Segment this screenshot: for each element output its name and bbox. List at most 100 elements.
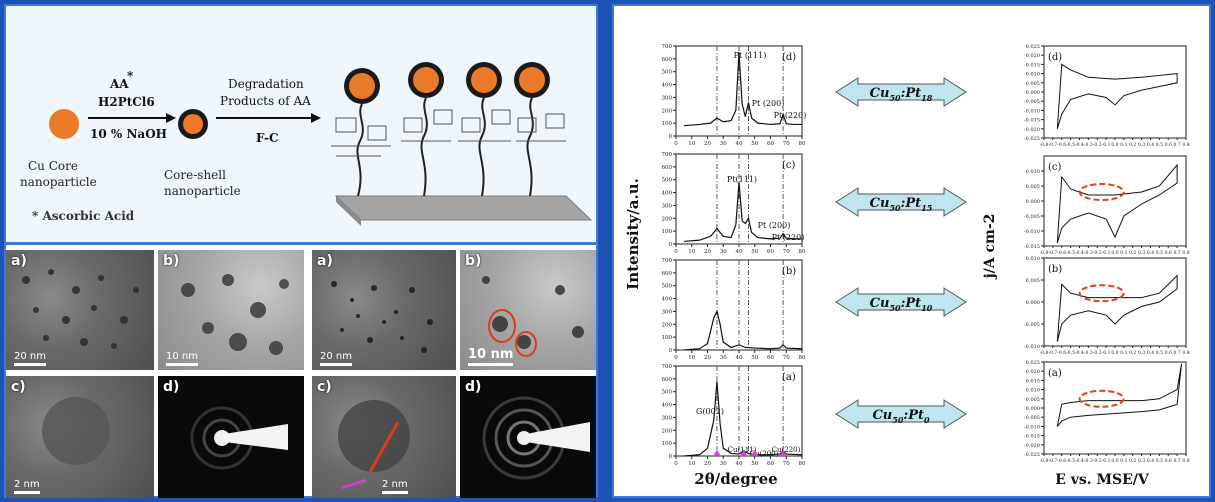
- cv-xtick-label: -0.7: [1049, 458, 1058, 464]
- xrd-ytick-label: 100: [662, 121, 673, 127]
- cv-ytick-label: -0.005: [1024, 322, 1040, 328]
- cv-ylabel: j/A cm-2: [982, 214, 998, 281]
- cv-ytick-label: -0.005: [1024, 99, 1040, 105]
- xrd-xtick-label: 30: [720, 355, 727, 361]
- xrd-ytick-label: 500: [662, 70, 673, 76]
- xrd-ytick-label: 700: [662, 364, 673, 370]
- cv-panel-label: (b): [1048, 264, 1062, 275]
- cv-frame: [1043, 257, 1187, 347]
- xrd-xtick-label: 70: [783, 355, 790, 361]
- xrd-xtick-label: 70: [783, 141, 790, 147]
- xrd-marker: [739, 450, 748, 456]
- xrd-ytick-label: 500: [662, 284, 673, 290]
- cv-xtick-label: -0.6: [1057, 250, 1066, 256]
- label-shell-1: Core-shell: [164, 168, 226, 182]
- tem-left-b-label: b): [163, 253, 180, 269]
- cv-frame: [1043, 45, 1187, 139]
- tem-left-c: c) 2 nm: [6, 376, 154, 498]
- label-shell-2: nanoparticle: [164, 184, 241, 198]
- xrd-peak-label: Pt(111): [727, 175, 757, 184]
- cv-series-line: [1056, 163, 1178, 244]
- xrd-xtick-label: 70: [783, 249, 790, 255]
- lattice-marker-magenta: [341, 478, 367, 490]
- cv-xtick-label: 0.3: [1138, 350, 1145, 356]
- cv-xtick-label: 0.8: [1182, 250, 1189, 256]
- cv-ytick-label: -0.020: [1024, 443, 1040, 449]
- step2-mid: Products of AA: [220, 94, 311, 108]
- cv-xtick-label: 0.3: [1138, 142, 1145, 148]
- tem-left-b: b) 10 nm: [158, 250, 304, 370]
- footnote: * Ascorbic Acid: [32, 209, 135, 223]
- cv-xtick-label: -0.6: [1057, 458, 1066, 464]
- tem-left-d: d): [158, 376, 304, 498]
- xrd-ytick-label: 300: [662, 309, 673, 315]
- cv-xtick-label: -0.5: [1066, 250, 1075, 256]
- xrd-xtick-label: 80: [799, 249, 806, 255]
- cv-ytick-label: -0.025: [1024, 136, 1040, 142]
- tem-left-c-label: c): [11, 379, 26, 395]
- xrd-xtick-label: 40: [736, 141, 743, 147]
- substrate-edge: [336, 196, 361, 226]
- cv-xtick-label: 0.6: [1165, 350, 1172, 356]
- cv-xtick-label: -0.2: [1093, 458, 1102, 464]
- xrd-ytick-label: 300: [662, 415, 673, 421]
- cv-ytick-label: 0.005: [1026, 81, 1040, 87]
- xrd-xtick-label: 80: [799, 461, 806, 467]
- cv-xtick-label: -0.4: [1075, 350, 1084, 356]
- cv-xtick-label: 0.3: [1138, 458, 1145, 464]
- cv-chart: 0.025 0.020 0.015 0.010 0.005 0.000 -0.005 -0.0…: [1024, 44, 1190, 464]
- double-arrow: [835, 399, 967, 429]
- xrd-xlabel: 2θ/degree: [694, 470, 777, 488]
- xrd-xtick-label: 60: [767, 141, 774, 147]
- cv-xtick-label: -0.5: [1066, 458, 1075, 464]
- xrd-xtick-label: 50: [751, 355, 758, 361]
- xrd-ytick-label: 500: [662, 178, 673, 184]
- xrd-panel-3: 0 100 200 300 400 500 600 700 0 10 20 30 40 50 60 70 80 (…: [662, 364, 806, 467]
- cv-ytick-label: -0.010: [1024, 108, 1040, 114]
- composition-arrow-0: Cu50:Pt18: [835, 77, 967, 107]
- xrd-xtick-label: 50: [751, 141, 758, 147]
- cv-xtick-label: -0.4: [1075, 458, 1084, 464]
- cv-frame: [1043, 155, 1187, 247]
- xrd-ytick-label: 200: [662, 108, 673, 114]
- xrd-ytick-label: 700: [662, 258, 673, 264]
- cv-highlight-ellipse: [1078, 389, 1125, 408]
- cv-series-line: [1056, 274, 1178, 342]
- xrd-ytick-label: 200: [662, 216, 673, 222]
- cv-xtick-label: -0.3: [1084, 250, 1093, 256]
- cv-ytick-label: 0.000: [1026, 300, 1040, 306]
- cv-xtick-label: -0.6: [1057, 350, 1066, 356]
- xrd-series-line: [683, 381, 803, 457]
- beam-stop-right: [526, 422, 590, 452]
- cv-xtick-label: 0.5: [1156, 250, 1163, 256]
- cv-xtick-label: 0.8: [1182, 458, 1189, 464]
- cv-xtick-label: 0.2: [1129, 142, 1136, 148]
- cv-xtick-label: 0.7: [1174, 142, 1181, 148]
- cv-xtick-label: -0.1: [1102, 142, 1111, 148]
- xrd-ytick-label: 300: [662, 95, 673, 101]
- cv-ytick-label: 0.010: [1026, 388, 1040, 394]
- cv-ytick-label: -0.015: [1024, 434, 1040, 440]
- xrd-panel-label: (b): [782, 266, 796, 277]
- cv-xtick-label: -0.3: [1084, 142, 1093, 148]
- cv-xtick-label: -0.1: [1102, 250, 1111, 256]
- cv-ytick-label: -0.010: [1024, 344, 1040, 350]
- xrd-xtick-label: 80: [799, 355, 806, 361]
- reagent-naoh: 10 % NaOH: [90, 127, 167, 141]
- cv-xtick-label: -0.7: [1049, 142, 1058, 148]
- cv-xtick-label: 0.1: [1120, 250, 1127, 256]
- substrate: [334, 195, 593, 221]
- left-figure-panel: Cu Core nanoparticle AA * H2PtCl6 10 % N…: [4, 4, 598, 498]
- cv-xtick-label: 0.4: [1147, 250, 1154, 256]
- xrd-xtick-label: 60: [767, 355, 774, 361]
- cv-xtick-label: 0.3: [1138, 250, 1145, 256]
- tem-left-a-label: a): [11, 253, 27, 269]
- tem-right-c: c) 2 nm: [312, 376, 456, 498]
- xrd-ytick-label: 400: [662, 297, 673, 303]
- cv-ytick-label: 0.010: [1026, 256, 1040, 262]
- cv-series-line: [1056, 363, 1183, 427]
- xrd-xtick-label: 30: [720, 461, 727, 467]
- xrd-panel-0: 0 100 200 300 400 500 600 700 0 10 20 30 40 50 60 70 80 (…: [662, 44, 806, 147]
- cv-ytick-label: 0.010: [1026, 72, 1040, 78]
